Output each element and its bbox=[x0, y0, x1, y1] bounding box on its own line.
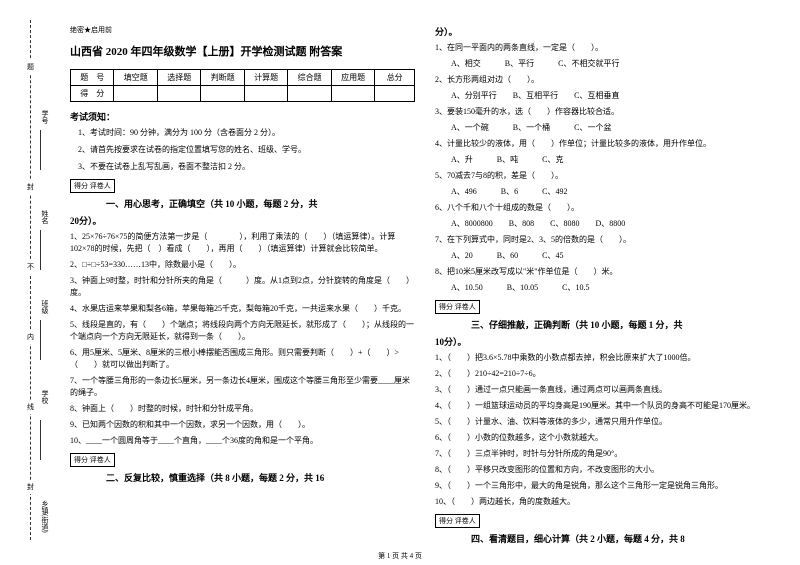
scorer-box: 得分 评卷人 bbox=[435, 300, 480, 314]
options: A、10.50 B、10.05 C、10.5 bbox=[435, 282, 780, 294]
scorer-box: 得分 评卷人 bbox=[70, 453, 115, 467]
options: A、496 B、6 C、492 bbox=[435, 186, 780, 198]
notice-heading: 考试须知： bbox=[70, 110, 415, 123]
table-row: 题 号 填空题 选择题 判断题 计算题 综合题 应用题 总分 bbox=[71, 70, 415, 86]
score-cell bbox=[157, 86, 200, 102]
options: A、20 B、60 C、45 bbox=[435, 250, 780, 262]
score-cell bbox=[375, 86, 415, 102]
question: 10、____一个圆周角等于____个直角，____个36度的角和是一个平角。 bbox=[70, 435, 415, 447]
page-content: 绝密★启用前 山西省 2020 年四年级数学【上册】开学检测试题 附答案 题 号… bbox=[0, 0, 800, 565]
question: 3、钟面上9时整，时针和分针所夹的角是（ ）度。从1点到2点，分针旋转的角度是（… bbox=[70, 275, 415, 299]
question: 2、□÷□÷53=330……13中，除数最小是（ ）。 bbox=[70, 259, 415, 271]
section-1-title: 一、用心思考，正确填空（共 10 小题，每题 2 分，共 bbox=[70, 197, 415, 210]
options: A、一个碗 B、一个桶 C、一个盆 bbox=[435, 122, 780, 134]
section-2-title: 二、反复比较，慎重选择（共 8 小题，每题 2 分，共 16 bbox=[70, 471, 415, 484]
options: A、相交 B、平行 C、不相交就平行 bbox=[435, 58, 780, 70]
score-header: 计算题 bbox=[244, 70, 287, 86]
scorer-box: 得分 评卷人 bbox=[435, 514, 480, 528]
score-header: 题 号 bbox=[71, 70, 114, 86]
question: 6、（ ）小数的位数越多，这个小数就越大。 bbox=[435, 432, 780, 444]
question: 6、八个千和八个十组成的数是（ ）。 bbox=[435, 202, 780, 214]
score-header: 应用题 bbox=[331, 70, 374, 86]
left-column: 绝密★启用前 山西省 2020 年四年级数学【上册】开学检测试题 附答案 题 号… bbox=[70, 25, 415, 555]
question: 5、（ ）计量水、油、饮料等液体的多少，通常只用升作单位。 bbox=[435, 416, 780, 428]
score-header: 填空题 bbox=[114, 70, 157, 86]
score-header: 总分 bbox=[375, 70, 415, 86]
question: 9、（ ）一个三角形中，最大的角是锐角，那么这个三角形一定是锐角三角形。 bbox=[435, 480, 780, 492]
notice-line: 2、请首先按要求在试卷的指定位置填写您的姓名、班级、学号。 bbox=[70, 144, 415, 157]
question: 7、一个等腰三角形的一条边长5厘米，另一条边长4厘米，围成这个等腰三角形至少需要… bbox=[70, 375, 415, 399]
score-header: 综合题 bbox=[288, 70, 331, 86]
score-header: 判断题 bbox=[201, 70, 244, 86]
question: 4、水果店运来苹果和梨各6箱，苹果每箱25千克，梨每箱20千克，一共运来水果（ … bbox=[70, 303, 415, 315]
question: 2、（ ）210÷42=210÷7÷6。 bbox=[435, 368, 780, 380]
table-row: 得 分 bbox=[71, 86, 415, 102]
score-table: 题 号 填空题 选择题 判断题 计算题 综合题 应用题 总分 得 分 bbox=[70, 69, 415, 102]
question: 8、（ ）平移只改变图形的位置和方向，不改变图形的大小。 bbox=[435, 464, 780, 476]
options: A、升 B、吨 C、克 bbox=[435, 154, 780, 166]
page-footer: 第 1 页 共 4 页 bbox=[0, 551, 800, 561]
section-3-title-cont: 10分）。 bbox=[435, 335, 780, 348]
question: 4、（ ）一组篮球运动员的平均身高是190厘米。其中一个队员的身高不可能是170… bbox=[435, 400, 780, 412]
question: 1、在同一平面内的两条直线，一定是（ ）。 bbox=[435, 42, 780, 54]
question: 1、（ ）把3.6×5.78中乘数的小数点都去掉，积会比原来扩大了1000倍。 bbox=[435, 352, 780, 364]
right-column: 分）。 1、在同一平面内的两条直线，一定是（ ）。 A、相交 B、平行 C、不相… bbox=[435, 25, 780, 555]
question: 9、已知两个因数的积和其中一个因数，求另一个因数，用（ ）。 bbox=[70, 419, 415, 431]
question: 10、（ ）两边越长，角的度数越大。 bbox=[435, 496, 780, 508]
section-3-head: 得分 评卷人 bbox=[435, 300, 780, 314]
section-2-head: 得分 评卷人 bbox=[70, 453, 415, 467]
section-2-title-cont: 分）。 bbox=[435, 25, 780, 38]
question: 2、长方形两组对边（ ）。 bbox=[435, 74, 780, 86]
question: 1、25×76÷76×75的简便方法第一步是（ ），利用了乘法的（ ）（填运算律… bbox=[70, 231, 415, 255]
secret-label: 绝密★启用前 bbox=[70, 25, 415, 35]
notice-line: 3、不要在试卷上乱写乱画，卷面不整洁扣 2 分。 bbox=[70, 161, 415, 174]
section-1-head: 得分 评卷人 bbox=[70, 179, 415, 193]
score-cell bbox=[201, 86, 244, 102]
options: A、分别平行 B、互相平行 C、互相垂直 bbox=[435, 90, 780, 102]
question: 7、（ ）三点半钟时，时针与分针所成的角是90°。 bbox=[435, 448, 780, 460]
question: 8、把10米5厘米改写成以"米"作单位是（ ）米。 bbox=[435, 266, 780, 278]
section-4-head: 得分 评卷人 bbox=[435, 514, 780, 528]
question: 5、70减去7与8的积，差是（ ）。 bbox=[435, 170, 780, 182]
score-cell bbox=[331, 86, 374, 102]
score-cell bbox=[288, 86, 331, 102]
score-cell bbox=[114, 86, 157, 102]
score-header: 选择题 bbox=[157, 70, 200, 86]
notice-line: 1、考试时间：90 分钟，满分为 100 分（含卷面分 2 分）。 bbox=[70, 127, 415, 140]
scorer-box: 得分 评卷人 bbox=[70, 179, 115, 193]
question: 6、用5厘米、5厘米、8厘米的三根小棒摆能否围成三角形。则只需要判断（ ）+（ … bbox=[70, 347, 415, 371]
section-1-title-cont: 20分）。 bbox=[70, 214, 415, 227]
score-row-label: 得 分 bbox=[71, 86, 114, 102]
question: 4、计量比较少的液体，用（ ）作单位；计量比较多的液体，用升作单位。 bbox=[435, 138, 780, 150]
question: 7、在下列算式中，同时是2、3、5的倍数的是（ ）。 bbox=[435, 234, 780, 246]
score-cell bbox=[244, 86, 287, 102]
question: 8、钟面上（ ）时整的时候，时针和分针成平角。 bbox=[70, 403, 415, 415]
question: 3、（ ）通过一点只能画一条直线，通过两点可以画两条直线。 bbox=[435, 384, 780, 396]
options: A、8000800 B、808 C、8080 D、8800 bbox=[435, 218, 780, 230]
question: 5、线段是直的，有（ ）个端点；将线段向两个方向无限延长，就形成了（ ）；从线段… bbox=[70, 319, 415, 343]
section-3-title: 三、仔细推敲，正确判断（共 10 小题，每题 1 分，共 bbox=[435, 318, 780, 331]
question: 3、要装150毫升的水，选（ ）作容器比较合适。 bbox=[435, 106, 780, 118]
section-4-title: 四、看清题目，细心计算（共 2 小题，每题 4 分，共 8 bbox=[435, 532, 780, 545]
exam-title: 山西省 2020 年四年级数学【上册】开学检测试题 附答案 bbox=[70, 43, 415, 59]
